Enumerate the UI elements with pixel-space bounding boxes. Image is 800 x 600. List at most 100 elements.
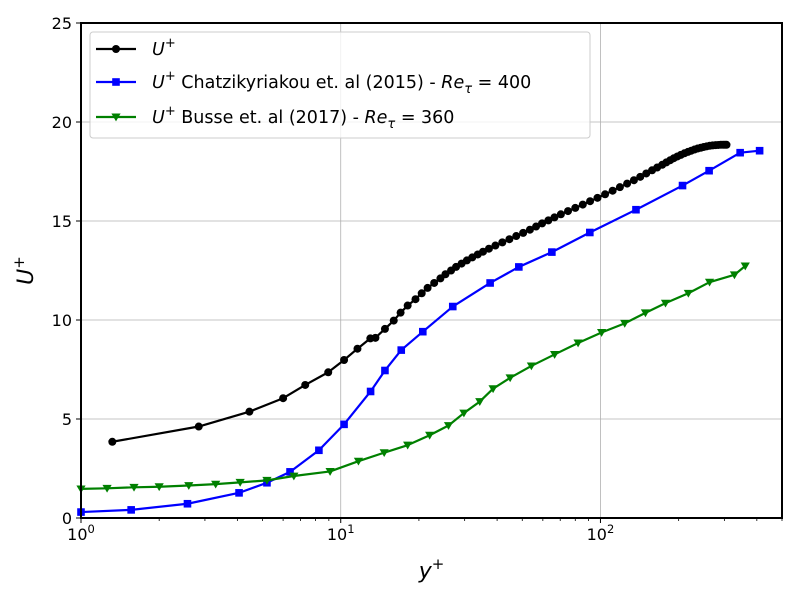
data-point (371, 333, 380, 342)
data-point (381, 366, 389, 375)
legend-label-sup: + (165, 36, 176, 51)
data-point (183, 499, 192, 508)
data-point (396, 308, 405, 317)
data-point (325, 468, 335, 476)
data-point (615, 183, 624, 192)
y-tick-label: 20 (52, 113, 72, 132)
x-tick-label-exp: 1 (347, 522, 354, 536)
legend-label: U+ (152, 36, 176, 60)
data-point (486, 279, 494, 287)
data-point (235, 478, 245, 487)
y-axis-label: U+ (10, 256, 39, 285)
data-point (550, 351, 560, 359)
data-point (556, 210, 565, 219)
legend-swatch-marker (112, 78, 120, 86)
data-point (423, 283, 432, 292)
data-point (459, 409, 469, 418)
data-point (129, 483, 139, 492)
data-point (729, 271, 740, 280)
x-tick-label-exp: 2 (607, 522, 614, 536)
legend-label-rest: Busse et. al (2017) - (176, 108, 365, 128)
data-point (397, 346, 406, 354)
data-point (683, 289, 693, 298)
data-point (340, 355, 349, 364)
legend-label-sub: τ (464, 82, 472, 97)
data-point (279, 394, 288, 403)
series-line (80, 149, 760, 514)
series-0 (108, 140, 731, 446)
y-tick-label: 10 (52, 311, 72, 330)
data-point (235, 489, 243, 497)
x-axis-label-main: y (418, 559, 433, 584)
legend-label-re: Re (441, 73, 464, 93)
x-axis-label: y+ (418, 555, 445, 584)
data-point (519, 228, 528, 237)
data-point (736, 148, 744, 157)
data-point (525, 225, 534, 234)
x-tick-label: 101 (327, 522, 355, 544)
y-axis-label-sup: + (10, 256, 28, 269)
data-point (301, 380, 310, 389)
data-point (484, 244, 493, 253)
data-point (475, 398, 485, 406)
data-point (491, 241, 500, 250)
y-tick-label: 25 (52, 14, 72, 33)
data-point (498, 238, 507, 247)
x-tick-label: 102 (587, 522, 615, 544)
data-point (430, 278, 439, 287)
legend-label-value: = 360 (395, 108, 454, 128)
data-point (505, 374, 515, 383)
data-point (586, 197, 595, 206)
data-point (620, 319, 630, 328)
data-point (353, 457, 364, 466)
data-point (586, 228, 594, 237)
data-point (443, 422, 454, 430)
plot-frame (80, 22, 783, 519)
data-point (417, 289, 426, 298)
data-point (548, 248, 556, 256)
data-point (479, 247, 488, 256)
data-point (102, 484, 112, 493)
x-tick-label: 100 (67, 522, 95, 544)
data-point (636, 172, 645, 181)
data-point (705, 166, 713, 175)
y-tick-label: 5 (62, 410, 72, 429)
data-point (532, 222, 541, 231)
legend-label-sup: + (165, 69, 176, 84)
legend-item-2: U+ Busse et. al (2017) - Reτ = 360 (96, 104, 454, 132)
legend-label-rest: Chatzikyriakou et. al (2015) - (176, 73, 442, 93)
data-point (629, 176, 638, 185)
x-tick-label-base: 10 (67, 525, 87, 544)
data-point (403, 441, 413, 450)
data-point (245, 407, 254, 416)
legend-item-0: U+ (96, 36, 176, 60)
legend-swatch-marker (111, 113, 121, 122)
data-point (425, 431, 435, 440)
data-point (740, 262, 750, 271)
y-axis-label-main: U (14, 269, 39, 285)
legend-item-1: U+ Chatzikyriakou et. al (2015) - Reτ = … (96, 69, 531, 97)
x-tick-label-base: 10 (587, 525, 607, 544)
data-point (184, 482, 194, 490)
data-point (262, 476, 272, 485)
data-point (623, 179, 632, 188)
data-point (340, 420, 348, 429)
data-point (660, 299, 671, 308)
data-point (194, 422, 203, 431)
data-point (755, 146, 764, 155)
data-point (488, 385, 498, 394)
series-2 (76, 262, 750, 494)
legend-label-re: Re (364, 108, 387, 128)
legend-label-main: U (152, 40, 165, 60)
data-point (289, 472, 299, 481)
legend: U+U+ Chatzikyriakou et. al (2015) - Reτ … (89, 31, 591, 139)
data-point (380, 324, 389, 333)
data-point (411, 295, 420, 304)
data-point (127, 506, 135, 514)
data-point (678, 181, 687, 190)
data-point (403, 301, 412, 310)
legend-label-main: U (152, 108, 165, 128)
series-layer (76, 140, 764, 516)
